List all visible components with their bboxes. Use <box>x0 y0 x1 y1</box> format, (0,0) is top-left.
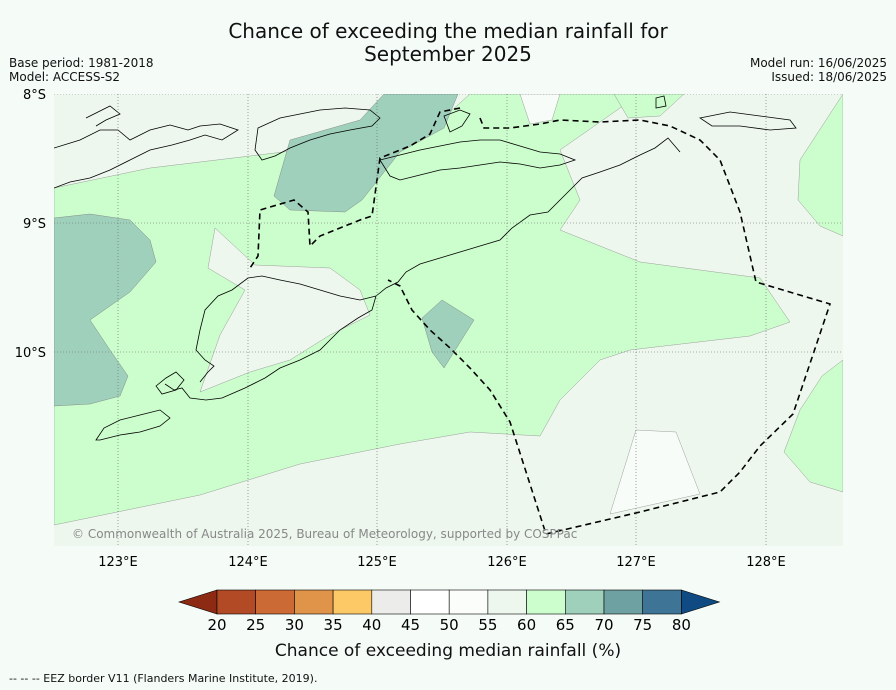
band-50-55-top <box>519 94 561 125</box>
flores-coast <box>54 123 239 189</box>
colorbar-segment-60-65 <box>526 589 566 615</box>
colorbar-segment-75-80 <box>642 589 682 615</box>
flores-inner <box>85 105 121 127</box>
map-plot: © Commonwealth of Australia 2025, Bureau… <box>54 94 843 546</box>
issued-date: Issued: 18/06/2025 <box>771 70 887 84</box>
colorbar-tick-45: 45 <box>401 616 420 634</box>
colorbar: 20 25 30 35 40 45 50 55 60 65 70 75 80 <box>178 589 721 634</box>
lon-label-123e: 123°E <box>98 555 138 570</box>
wetar-coast <box>379 139 577 181</box>
colorbar-segment-30-35 <box>294 589 334 615</box>
band-65-70-west <box>54 213 157 407</box>
band-55-60-inland <box>199 227 371 393</box>
meta-right: Model run: 16/06/2025 Issued: 18/06/2025 <box>750 56 887 84</box>
colorbar-tick-65: 65 <box>556 616 575 634</box>
colorbar-tick-50: 50 <box>440 616 459 634</box>
eez-border <box>249 107 832 535</box>
small-island-east <box>655 95 667 109</box>
colorbar-tick-80: 80 <box>672 616 691 634</box>
colorbar-segment-70-75 <box>603 589 644 615</box>
colorbar-tick-75: 75 <box>633 616 652 634</box>
colorbar-segment-40-45 <box>371 589 411 615</box>
title-line-1: Chance of exceeding the median rainfall … <box>228 19 668 43</box>
band-60-65-ne <box>613 94 685 119</box>
colorbar-title: Chance of exceeding median rainfall (%) <box>274 641 622 661</box>
colorbar-tick-20: 20 <box>207 616 226 634</box>
lon-label-126e: 126°E <box>487 555 527 570</box>
rote-coast <box>95 409 171 441</box>
band-50-55-south <box>609 429 701 515</box>
timor-west-tip <box>195 275 377 383</box>
colorbar-tick-55: 55 <box>478 616 497 634</box>
band-65-70-center <box>421 299 475 369</box>
babar-coast <box>698 111 797 131</box>
colorbar-segment-25-30 <box>255 589 295 615</box>
title-line-2: September 2025 <box>364 42 532 66</box>
model-run: Model run: 16/06/2025 <box>749 56 887 70</box>
colorbar-tick-35: 35 <box>324 616 343 634</box>
colorbar-segment-50-55 <box>448 589 489 615</box>
gridlines <box>54 94 843 546</box>
coastlines <box>54 95 797 441</box>
lon-label-128e: 128°E <box>746 555 786 570</box>
eez-footnote: -- -- -- EEZ border V11 (Flanders Marine… <box>9 672 318 685</box>
colorbar-segment-55-60 <box>487 589 527 615</box>
colorbar-tick-60: 60 <box>517 616 536 634</box>
base-period: Base period: 1981-2018 <box>9 56 154 70</box>
lon-label-124e: 124°E <box>228 555 268 570</box>
copyright-text: © Commonwealth of Australia 2025, Bureau… <box>72 527 577 541</box>
colorbar-segment-65-70 <box>564 589 605 615</box>
colorbar-tick-30: 30 <box>285 616 304 634</box>
lat-label-9s: 9°S <box>23 217 46 232</box>
colorbar-tick-25: 25 <box>246 616 265 634</box>
lon-label-127e: 127°E <box>616 555 656 570</box>
meta-left: Base period: 1981-2018 Model: ACCESS-S2 <box>9 56 154 84</box>
lat-label-10s: 10°S <box>15 346 46 361</box>
colorbar-tick-70: 70 <box>594 616 613 634</box>
lat-label-8s: 8°S <box>23 88 46 103</box>
map-title: Chance of exceeding the median rainfall … <box>0 20 896 66</box>
band-60-65-se <box>783 359 843 493</box>
lon-label-125e: 125°E <box>357 555 397 570</box>
atauro-coast <box>443 109 471 133</box>
colorbar-tick-40: 40 <box>362 616 381 634</box>
colorbar-segment-35-40 <box>332 589 373 615</box>
band-60-65-east <box>797 94 843 237</box>
savu-coast <box>155 371 185 395</box>
model-name: Model: ACCESS-S2 <box>9 70 121 84</box>
band-65-70-north <box>273 94 459 213</box>
colorbar-extend-high <box>681 589 721 615</box>
timor-north-coast <box>375 137 681 297</box>
colorbar-extend-low <box>178 589 218 615</box>
colorbar-segment-20-25 <box>216 589 257 615</box>
colorbar-segment-45-50 <box>410 589 450 615</box>
timor-south-coast <box>164 295 377 401</box>
alor-coast <box>254 107 381 161</box>
